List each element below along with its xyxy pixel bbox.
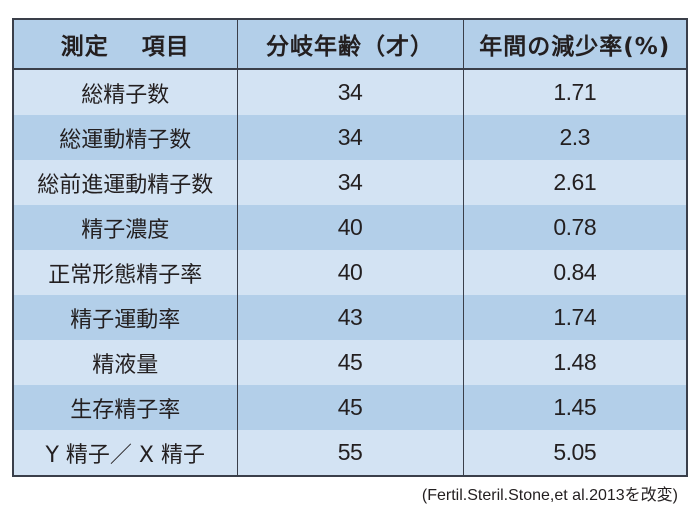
semen-decline-table: 測定 項目 分岐年齢（才） 年間の減少率(%) 総精子数 34 1.71 総運動… [12, 18, 688, 477]
cell-rate: 1.71 [462, 69, 687, 115]
table-row: Y 精子／ X 精子 55 5.05 [13, 430, 687, 476]
cell-item: 正常形態精子率 [13, 250, 237, 295]
cell-age: 34 [236, 160, 463, 205]
cell-rate: 1.45 [462, 385, 687, 430]
table-row: 総精子数 34 1.71 [13, 69, 687, 115]
cell-age: 43 [236, 295, 463, 340]
table-row: 生存精子率 45 1.45 [13, 385, 687, 430]
table-row: 精子運動率 43 1.74 [13, 295, 687, 340]
table-row: 正常形態精子率 40 0.84 [13, 250, 687, 295]
table-row: 総前進運動精子数 34 2.61 [13, 160, 687, 205]
cell-age: 34 [236, 69, 463, 115]
header-branch-age: 分岐年齢（才） [236, 19, 463, 70]
cell-rate: 2.61 [462, 160, 687, 205]
cell-item: 生存精子率 [13, 385, 237, 430]
cell-rate: 2.3 [462, 115, 687, 160]
cell-age: 45 [236, 340, 463, 385]
cell-rate: 5.05 [462, 430, 687, 476]
cell-rate: 1.48 [462, 340, 687, 385]
cell-item: Y 精子／ X 精子 [13, 430, 237, 476]
cell-item: 精子運動率 [13, 295, 237, 340]
cell-rate: 0.84 [462, 250, 687, 295]
cell-rate: 0.78 [462, 205, 687, 250]
cell-age: 55 [236, 430, 463, 476]
table-header-row: 測定 項目 分岐年齢（才） 年間の減少率(%) [13, 19, 687, 70]
cell-age: 45 [236, 385, 463, 430]
cell-item: 精子濃度 [13, 205, 237, 250]
source-citation: (Fertil.Steril.Stone,et al.2013を改変) [421, 487, 678, 504]
cell-rate: 1.74 [462, 295, 687, 340]
cell-item: 総前進運動精子数 [13, 160, 237, 205]
cell-age: 34 [236, 115, 463, 160]
table-row: 総運動精子数 34 2.3 [13, 115, 687, 160]
cell-item: 総精子数 [13, 69, 237, 115]
table-row: 精液量 45 1.48 [13, 340, 687, 385]
table-row: 精子濃度 40 0.78 [13, 205, 687, 250]
cell-age: 40 [236, 205, 463, 250]
header-measurement-item: 測定 項目 [13, 19, 237, 70]
cell-item: 精液量 [13, 340, 237, 385]
header-annual-decline-rate: 年間の減少率(%) [462, 19, 687, 70]
cell-item: 総運動精子数 [13, 115, 237, 160]
data-table-container: 測定 項目 分岐年齢（才） 年間の減少率(%) 総精子数 34 1.71 総運動… [12, 18, 688, 477]
cell-age: 40 [236, 250, 463, 295]
